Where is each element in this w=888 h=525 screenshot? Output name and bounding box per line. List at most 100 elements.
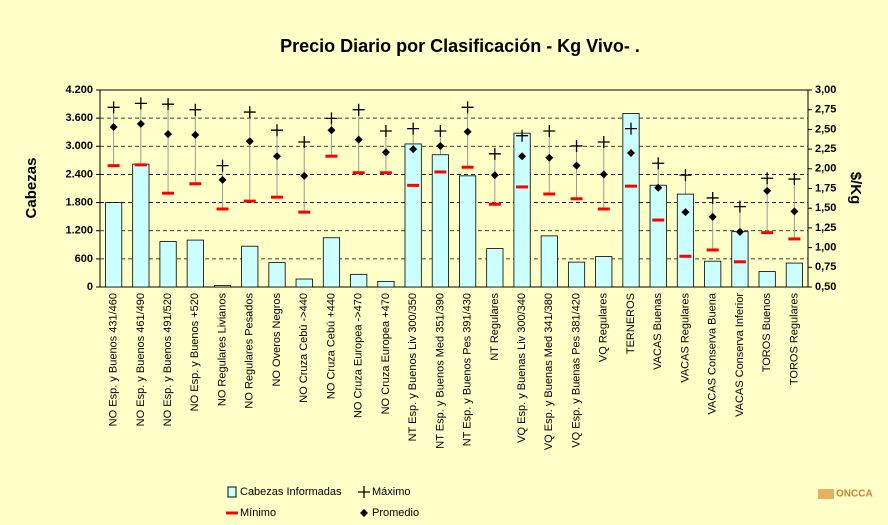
max-marker [107, 101, 120, 114]
x-tick-label: NO Esp. y Buenos 431/460 [108, 293, 120, 426]
min-marker [107, 164, 120, 168]
avg-marker [191, 130, 200, 139]
x-tick-label: NO Regulares Livianos [216, 293, 228, 407]
avg-marker [627, 149, 635, 158]
bar [540, 235, 558, 288]
min-marker [543, 192, 556, 196]
legend-label: Mínimo [240, 507, 276, 519]
max-marker [434, 124, 447, 137]
avg-marker [327, 126, 336, 135]
max-marker [625, 122, 637, 135]
y2-tick-label: 1,25 [815, 222, 836, 234]
avg-marker [273, 152, 281, 161]
x-tick-label: NO Cruza Cebú +440 [325, 293, 337, 399]
min-marker [597, 207, 610, 211]
bar [159, 241, 177, 288]
avg-marker [490, 171, 499, 180]
min-marker [625, 184, 637, 188]
y2-tick-label: 2,00 [815, 163, 836, 175]
avg-marker [409, 145, 418, 154]
bar [459, 175, 477, 288]
x-tick-label: NO Regulares Pesados [244, 293, 256, 409]
legend-swatch [226, 511, 238, 515]
min-marker [243, 199, 256, 203]
bar [213, 285, 232, 288]
min-marker [162, 191, 175, 195]
y2-tick-label: 2,75 [815, 104, 836, 116]
avg-marker [300, 171, 309, 180]
y-tick-label: 600 [75, 253, 93, 265]
min-marker [352, 171, 365, 175]
bar [322, 237, 341, 288]
max-marker [298, 136, 311, 149]
min-marker [733, 260, 746, 264]
max-marker [407, 122, 420, 135]
bar [704, 260, 722, 288]
bar [186, 239, 204, 288]
legend-swatch [358, 486, 370, 498]
y-tick-label: 3.600 [65, 112, 93, 124]
avg-marker [218, 175, 227, 184]
y-tick-label: 4.200 [65, 84, 93, 96]
min-marker [679, 254, 692, 258]
logo-icon [818, 489, 834, 499]
y2-tick-label: 1,50 [815, 202, 836, 214]
bar [486, 248, 504, 288]
y2-tick-label: 1,75 [815, 182, 836, 194]
avg-marker [463, 127, 472, 136]
max-marker [597, 136, 610, 149]
x-tick-label: TOROS Regulares [788, 293, 800, 386]
bar [731, 231, 749, 288]
avg-marker [245, 137, 254, 146]
avg-marker [681, 208, 690, 217]
bar [758, 271, 776, 288]
x-tick-label: NT Esp. y Buenos Med 351/390 [434, 293, 446, 449]
x-tick-label: VQ Regulares [598, 293, 610, 363]
max-marker [271, 124, 283, 137]
bar [350, 273, 368, 288]
min-marker [325, 154, 338, 158]
min-marker [434, 170, 447, 174]
y2-axis-label: $/Kg [847, 172, 864, 205]
avg-marker [763, 186, 772, 195]
x-tick-label: NT Esp. y Buenos Pes 391/430 [462, 293, 474, 446]
chart-title: Precio Diario por Clasificación - Kg Viv… [280, 36, 640, 56]
min-marker [788, 237, 801, 241]
x-tick-label: NT Regulares [489, 293, 501, 361]
max-marker [761, 172, 774, 185]
x-tick-label: TOROS Buenos [761, 293, 773, 373]
min-marker [379, 171, 392, 175]
bar [295, 278, 313, 288]
x-tick-label: VQ Esp. y Buenas Med 341/380 [543, 293, 555, 450]
avg-marker [599, 170, 608, 179]
bar [132, 163, 150, 288]
min-marker [516, 185, 529, 189]
max-marker [162, 98, 175, 111]
max-marker [679, 169, 692, 182]
x-tick-label: VACAS Buenas [652, 293, 664, 370]
y2-tick-label: 0,75 [815, 261, 836, 273]
bar [431, 154, 449, 288]
bar [676, 193, 695, 288]
bar [404, 143, 422, 288]
max-marker [488, 147, 501, 160]
y-tick-label: 0 [87, 281, 93, 293]
max-marker [543, 124, 556, 137]
max-marker [216, 159, 229, 172]
y2-tick-label: 1,00 [815, 242, 836, 254]
max-marker [733, 200, 746, 213]
max-marker [706, 191, 719, 204]
legend-swatch [360, 509, 368, 517]
max-marker [134, 97, 147, 110]
plot-area [99, 89, 809, 288]
bar [649, 184, 667, 288]
avg-marker [436, 141, 445, 150]
logo: ONCCA [836, 489, 873, 500]
avg-marker [354, 135, 363, 144]
avg-marker [518, 152, 527, 161]
y-tick-label: 3.000 [65, 140, 93, 152]
avg-marker [381, 148, 390, 157]
bar [595, 256, 613, 288]
min-marker [216, 207, 229, 211]
